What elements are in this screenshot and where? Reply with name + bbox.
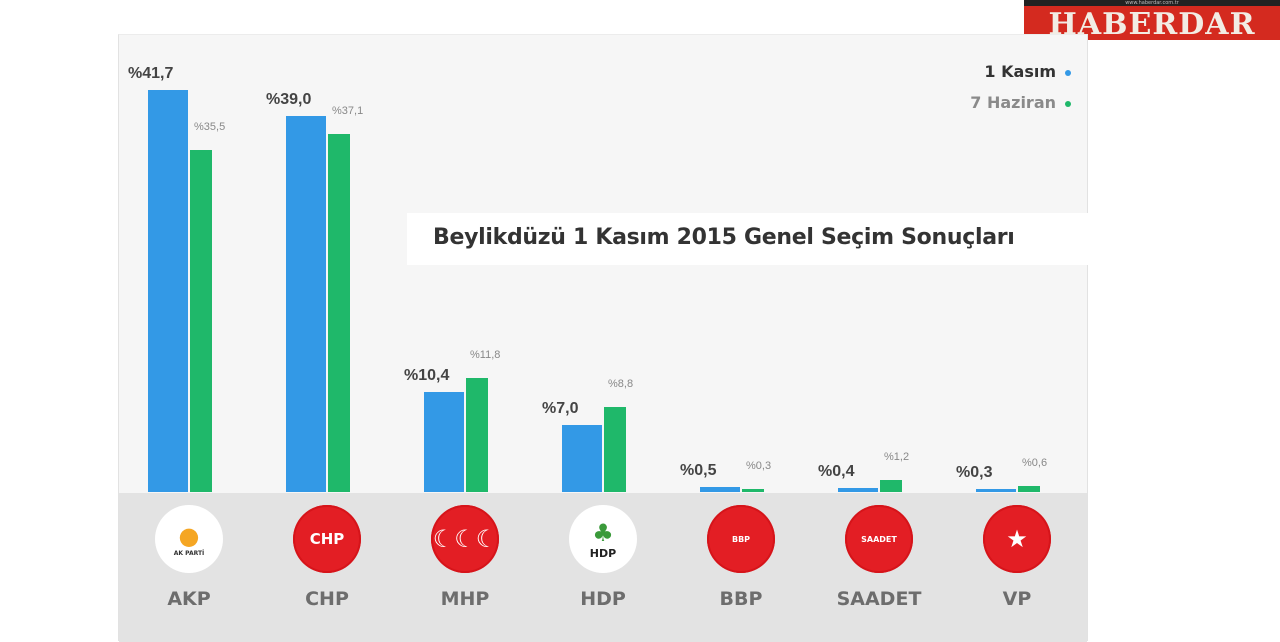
bar-1-kasim-mhp — [424, 392, 464, 492]
party-logo-vp-icon: ★ — [983, 505, 1051, 573]
bar-7-haziran-saadet — [880, 480, 902, 492]
value-label-1-kasim: %7,0 — [542, 400, 579, 417]
value-label-7-haziran: %11,8 — [470, 349, 501, 361]
party-logo-akp-icon: ● AK PARTİ — [155, 505, 223, 573]
party-logo-text: ★ — [1006, 525, 1028, 553]
legend-label: 7 Haziran — [970, 93, 1056, 112]
chart-frame: 1 Kasım 7 Haziran Beylikdüzü 1 Kasım 201… — [118, 34, 1121, 642]
value-label-1-kasim: %0,3 — [956, 464, 993, 481]
bar-7-haziran-mhp — [466, 378, 488, 492]
chart-title: Beylikdüzü 1 Kasım 2015 Genel Seçim Sonu… — [433, 225, 1015, 250]
value-label-1-kasim: %0,5 — [680, 462, 717, 479]
lightbulb-icon: ● — [178, 521, 200, 550]
party-label-vp: VP — [1002, 588, 1032, 610]
bar-7-haziran-vp — [1018, 486, 1040, 492]
bar-7-haziran-chp — [328, 134, 350, 492]
party-label-akp: AKP — [167, 588, 211, 610]
bar-1-kasim-chp — [286, 116, 326, 492]
party-label-chp: CHP — [305, 588, 349, 610]
legend-dot-green-icon — [1065, 100, 1071, 107]
tree-icon: ♣ — [592, 518, 614, 547]
bar-7-haziran-bbp — [742, 489, 764, 492]
brand-url: www.haberdar.com.tr — [1125, 0, 1179, 6]
bar-7-haziran-akp — [190, 150, 212, 492]
bar-1-kasim-bbp — [700, 487, 740, 492]
party-label-mhp: MHP — [440, 588, 490, 610]
value-label-7-haziran: %0,3 — [746, 460, 772, 472]
value-label-1-kasim: %41,7 — [128, 65, 174, 82]
party-logo-text: CHP — [309, 530, 345, 548]
value-label-7-haziran: %37,1 — [332, 105, 364, 117]
value-label-7-haziran: %1,2 — [884, 451, 910, 463]
party-logo-text: SAADET — [861, 534, 897, 544]
value-label-7-haziran: %8,8 — [608, 378, 634, 390]
party-label-hdp: HDP — [580, 588, 626, 610]
bar-7-haziran-hdp — [604, 407, 626, 492]
party-logo-hdp-icon: ♣ HDP — [569, 505, 637, 573]
party-logo-mhp-icon: ☾☾☾ — [431, 505, 499, 573]
party-logo-text: AK PARTİ — [173, 549, 205, 557]
party-logo-text: BBP — [731, 534, 751, 544]
party-logo-saadet-icon: SAADET — [845, 505, 913, 573]
bar-1-kasim-vp — [976, 489, 1016, 492]
value-label-7-haziran: %35,5 — [194, 121, 226, 133]
party-label-bbp: BBP — [719, 588, 763, 610]
party-logo-text: ☾☾☾ — [432, 525, 498, 553]
value-label-1-kasim: %39,0 — [266, 91, 312, 108]
party-label-saadet: SAADET — [836, 588, 922, 610]
party-logo-bbp-icon: BBP — [707, 505, 775, 573]
chart-title-box: Beylikdüzü 1 Kasım 2015 Genel Seçim Sonu… — [407, 213, 1121, 265]
party-logo-text: HDP — [589, 546, 617, 560]
legend-item-1-kasim: 1 Kasım — [970, 61, 1071, 92]
value-label-7-haziran: %0,6 — [1022, 457, 1048, 469]
legend-item-7-haziran: 7 Haziran — [970, 92, 1071, 123]
bar-1-kasim-saadet — [838, 488, 878, 492]
legend-dot-blue-icon — [1065, 69, 1071, 76]
legend-label: 1 Kasım — [984, 62, 1056, 81]
value-label-1-kasim: %10,4 — [404, 367, 450, 384]
chart-legend: 1 Kasım 7 Haziran — [970, 61, 1071, 123]
bar-1-kasim-hdp — [562, 425, 602, 492]
value-label-1-kasim: %0,4 — [818, 463, 855, 480]
bar-1-kasim-akp — [148, 90, 188, 492]
party-logo-chp-icon: CHP — [293, 505, 361, 573]
